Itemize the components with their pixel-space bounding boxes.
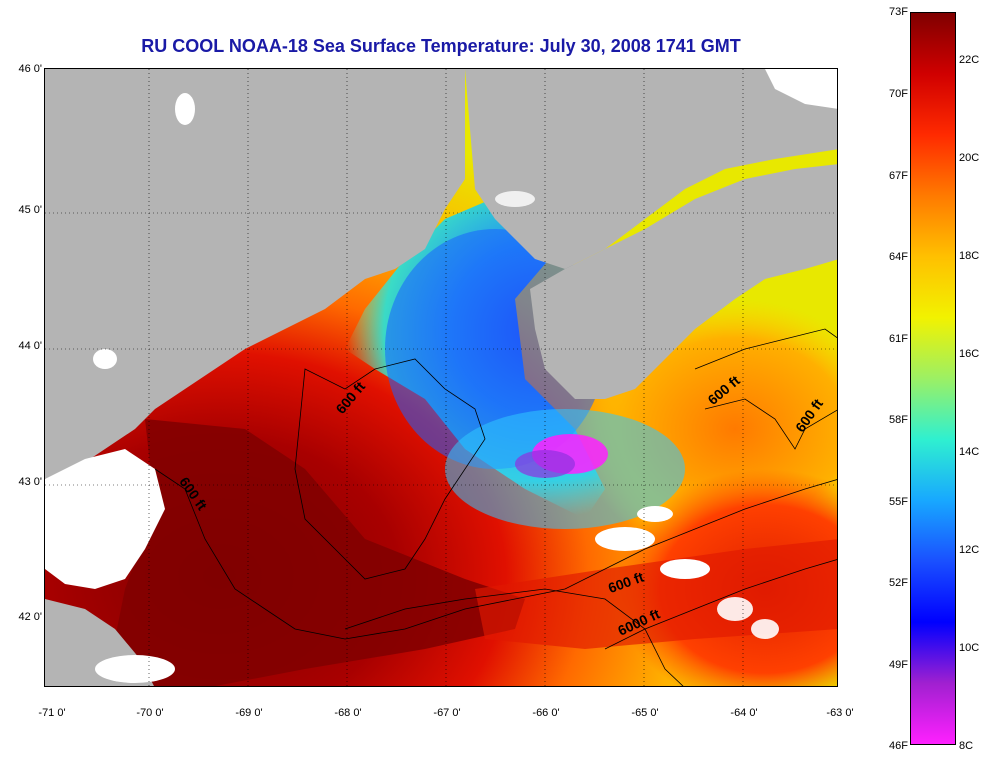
colorbar-f-61: 61F (889, 333, 908, 345)
lat-label-45: 45 0' (18, 204, 42, 216)
colorbar-f-49: 49F (889, 659, 908, 671)
map-title: RU COOL NOAA-18 Sea Surface Temperature:… (141, 36, 741, 56)
colorbar-f-70: 70F (889, 88, 908, 100)
sst-map-canvas: 600 ft 600 ft 600 ft 600 ft 600 ft 6000 … (45, 69, 837, 686)
cloud-gulf-west (45, 449, 165, 589)
colorbar-f-67: 67F (889, 170, 908, 182)
sst-map: 600 ft 600 ft 600 ft 600 ft 600 ft 6000 … (44, 68, 838, 687)
colorbar-f-52: 52F (889, 577, 908, 589)
cloud-fundy (495, 191, 535, 207)
lat-label-42: 42 0' (18, 611, 42, 623)
lon-label-63: -63 0' (826, 707, 854, 719)
warm-core-southwest (105, 419, 525, 686)
lon-label-64: -64 0' (730, 707, 758, 719)
temperature-colorbar (910, 12, 956, 745)
lat-label-44: 44 0' (18, 340, 42, 352)
cloud-northeast (765, 69, 837, 109)
cool-water-fundy (345, 139, 735, 519)
lat-label-46: 46 0' (18, 63, 42, 75)
warm-band-south (475, 539, 837, 649)
lat-label-43: 43 0' (18, 476, 42, 488)
cloud-island-1 (175, 93, 195, 125)
colorbar-c-22: 22C (959, 54, 980, 66)
colorbar-f-46: 46F (889, 740, 908, 752)
cloud-east-1 (717, 597, 753, 621)
cloud-east-2 (751, 619, 779, 639)
colorbar-f-58: 58F (889, 414, 908, 426)
land-nova-scotia (530, 164, 837, 399)
cloud-georges-1 (595, 527, 655, 551)
bathymetry-contours (154, 328, 837, 686)
cloud-island-2 (93, 349, 117, 369)
colorbar-c-12: 12C (959, 544, 980, 556)
cloud-se-1 (95, 655, 175, 683)
colorbar-c-14: 14C (959, 446, 980, 458)
lon-label-66: -66 0' (532, 707, 560, 719)
lon-label-68: -68 0' (334, 707, 362, 719)
colorbar-f-73: 73F (889, 6, 908, 18)
colorbar-c-18: 18C (959, 250, 980, 262)
lon-label-65: -65 0' (631, 707, 659, 719)
lon-label-69: -69 0' (235, 707, 263, 719)
cloud-georges-2 (660, 559, 710, 579)
land-new-brunswick (465, 69, 837, 269)
colorbar-c-20: 20C (959, 152, 980, 164)
colorbar-f-64: 64F (889, 251, 908, 263)
cloud-georges-3 (637, 506, 673, 522)
colorbar-f-55: 55F (889, 496, 908, 508)
lon-label-70: -70 0' (136, 707, 164, 719)
graticule (45, 69, 837, 686)
colorbar-c-8: 8C (959, 740, 974, 752)
colorbar-c-10: 10C (959, 642, 980, 654)
lon-label-71: -71 0' (38, 707, 66, 719)
colorbar-c-16: 16C (959, 348, 980, 360)
land-maine-coast (45, 69, 465, 479)
cold-patch-purple (515, 450, 575, 478)
lon-label-67: -67 0' (433, 707, 461, 719)
